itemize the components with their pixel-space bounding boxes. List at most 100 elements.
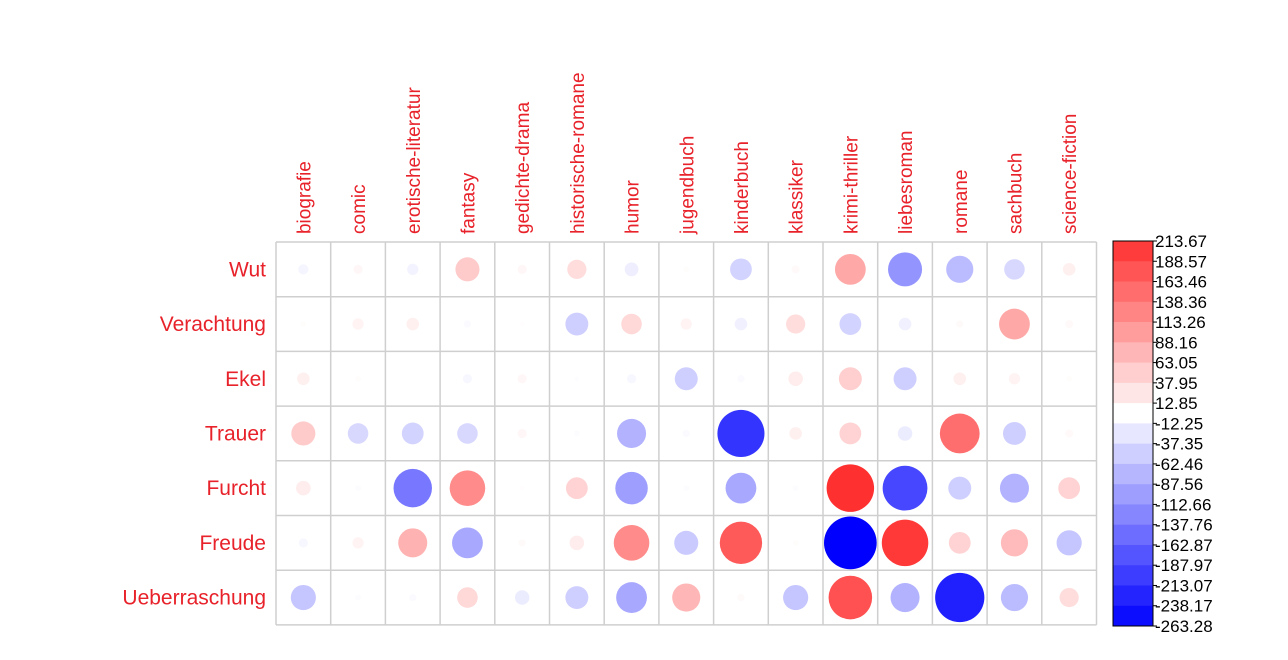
cell-circle bbox=[347, 423, 369, 444]
cell-circle bbox=[462, 374, 473, 384]
column-label: fantasy bbox=[458, 172, 479, 234]
column-label: krimi-thriller bbox=[841, 135, 862, 234]
colorbar-tick-label: -263.28 bbox=[1155, 617, 1213, 636]
cell-circle bbox=[737, 375, 745, 383]
colorbar-tick-label: -238.17 bbox=[1155, 597, 1213, 616]
cell-circle bbox=[788, 371, 803, 387]
row-label: Freude bbox=[199, 532, 266, 555]
column-label: romane bbox=[951, 170, 972, 234]
column-label: comic bbox=[349, 184, 370, 234]
colorbar-tick-label: 37.95 bbox=[1155, 374, 1198, 393]
cell-circle bbox=[452, 527, 483, 559]
cell-circle bbox=[680, 318, 692, 330]
cell-circle bbox=[355, 375, 361, 382]
cell-circle bbox=[1056, 530, 1082, 556]
cell-circle bbox=[1059, 587, 1079, 608]
colorbar-tick-label: 12.85 bbox=[1155, 394, 1198, 413]
cell-circle bbox=[615, 471, 648, 505]
cell-circle bbox=[355, 594, 361, 601]
column-label: historische-romane bbox=[568, 72, 589, 234]
cell-circle bbox=[411, 377, 415, 381]
cell-circle bbox=[717, 409, 765, 457]
cell-circle bbox=[719, 521, 763, 565]
cell-circle bbox=[1065, 320, 1074, 329]
cell-circle bbox=[449, 470, 486, 506]
column-label: biografie bbox=[294, 161, 315, 234]
colorbar-tick-label: 213.67 bbox=[1155, 232, 1207, 251]
cell-circle bbox=[463, 320, 472, 328]
colorbar-tick-label: 113.26 bbox=[1155, 313, 1206, 332]
cell-circle bbox=[621, 313, 642, 335]
cell-circle bbox=[616, 582, 647, 613]
grid bbox=[275, 241, 1098, 626]
cell-circle bbox=[457, 587, 478, 608]
cell-circle bbox=[517, 428, 527, 439]
cell-circle bbox=[514, 590, 530, 605]
cell-circle bbox=[1065, 429, 1074, 438]
cell-circle bbox=[789, 427, 802, 440]
cell-circle bbox=[1000, 529, 1029, 557]
column-label: sachbuch bbox=[1005, 153, 1026, 234]
cell-circle bbox=[1002, 421, 1026, 445]
colorbar-segment bbox=[1113, 443, 1153, 465]
cell-circle bbox=[882, 465, 928, 511]
cell-circle bbox=[401, 422, 424, 445]
cell-circle bbox=[517, 264, 527, 274]
cell-circle bbox=[398, 528, 428, 558]
cell-circle bbox=[1062, 263, 1076, 276]
cell-circle bbox=[826, 464, 875, 512]
column-label: klassiker bbox=[787, 159, 808, 234]
colorbar-tick-label: 88.16 bbox=[1155, 333, 1198, 352]
cell-circle bbox=[672, 583, 701, 612]
cell-circle bbox=[948, 531, 971, 554]
cell-circle bbox=[617, 418, 647, 448]
cell-circle bbox=[355, 485, 361, 491]
colorbar-segment bbox=[1113, 403, 1153, 424]
colorbar-segment bbox=[1113, 605, 1153, 627]
cell-circle bbox=[296, 480, 311, 496]
cell-circle bbox=[1058, 477, 1081, 500]
cell-circle bbox=[838, 367, 862, 391]
row-label: Furcht bbox=[206, 477, 266, 500]
colorbar-segment bbox=[1113, 342, 1153, 364]
cell-circle bbox=[565, 586, 589, 610]
colorbar-frame bbox=[1112, 240, 1154, 627]
cell-circle bbox=[298, 538, 308, 548]
colorbar-tick-label: -37.35 bbox=[1155, 435, 1203, 454]
cell-circle bbox=[783, 584, 809, 611]
colorbar-segment bbox=[1113, 382, 1153, 404]
cell-circle bbox=[624, 262, 639, 277]
cell-circle bbox=[824, 516, 877, 570]
cell-circle bbox=[406, 317, 420, 331]
cell-circle bbox=[890, 583, 920, 613]
row-label: Ueberraschung bbox=[122, 587, 266, 610]
cell-circle bbox=[683, 485, 690, 491]
cell-circle bbox=[1066, 375, 1072, 382]
colorbar-tick-label: -162.87 bbox=[1155, 536, 1213, 555]
cell-circle bbox=[393, 468, 432, 508]
cell-circle bbox=[893, 367, 917, 391]
cell-circle bbox=[519, 321, 525, 327]
cell-circle bbox=[455, 257, 480, 282]
cell-circle bbox=[352, 318, 364, 330]
cell-circle bbox=[948, 476, 972, 500]
cell-circle bbox=[953, 372, 967, 386]
cell-circle bbox=[297, 372, 310, 386]
cell-circle bbox=[517, 374, 527, 384]
cell-circle bbox=[839, 313, 862, 335]
column-label: jugendbuch bbox=[677, 136, 698, 235]
cell-circle bbox=[939, 413, 980, 454]
cell-circle bbox=[1000, 583, 1029, 612]
cell-circle bbox=[353, 264, 363, 274]
cell-circle bbox=[565, 312, 589, 336]
cell-circle bbox=[999, 308, 1030, 340]
colorbar-segment bbox=[1113, 322, 1153, 343]
colorbar-tick-label: -62.46 bbox=[1155, 455, 1203, 474]
colorbar-tick-label: 138.36 bbox=[1155, 293, 1207, 312]
cell-circle bbox=[935, 572, 985, 623]
cell-circle bbox=[956, 320, 964, 328]
colorbar-segment bbox=[1113, 544, 1153, 566]
cell-circle bbox=[725, 472, 757, 504]
cell-circle bbox=[574, 430, 580, 437]
cell-circle bbox=[674, 367, 698, 391]
